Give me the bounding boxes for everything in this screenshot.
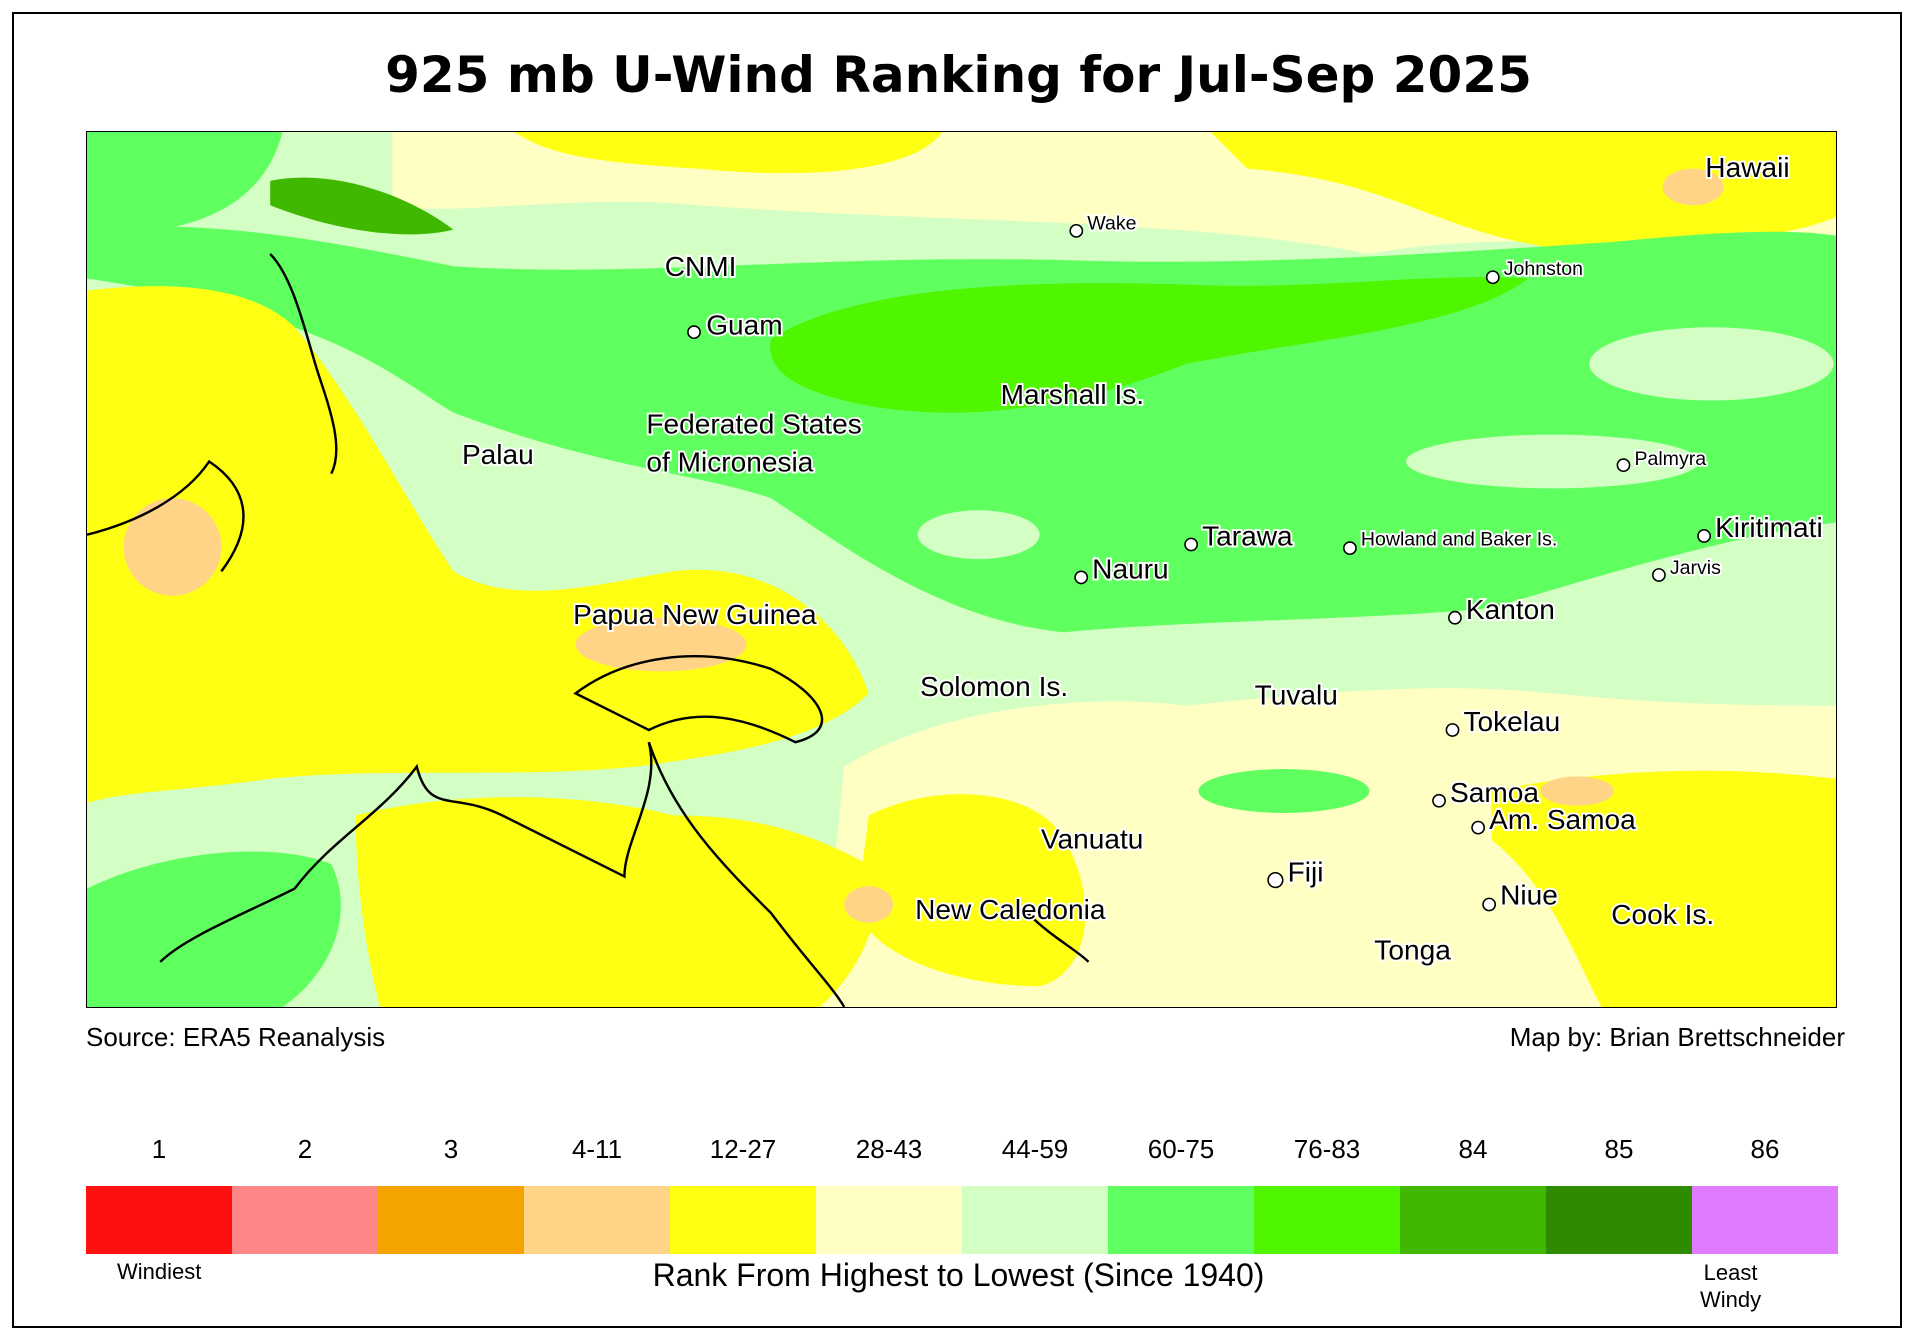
legend-swatch: 85	[1546, 1134, 1692, 1254]
region-44-59-patch	[917, 510, 1040, 560]
legend-class-label: 4-11	[571, 1134, 623, 1164]
svg-text:Kanton: Kanton	[1466, 594, 1555, 625]
svg-text:Tarawa: Tarawa	[1202, 521, 1293, 552]
legend-swatch: 60-75	[1108, 1134, 1254, 1254]
svg-text:Jarvis: Jarvis	[1670, 557, 1721, 579]
region-4-11-newcal	[844, 886, 894, 923]
coastlines	[87, 253, 1090, 1007]
svg-text:Kiritimati: Kiritimati	[1715, 512, 1823, 543]
legend-swatch: 28-43	[816, 1134, 962, 1254]
region-4-11-png	[575, 617, 747, 672]
svg-text:Palau: Palau	[462, 439, 534, 470]
svg-text:CNMI: CNMI	[665, 251, 737, 282]
region-76-83	[770, 277, 1529, 413]
region-4-11-west	[123, 498, 222, 596]
svg-text:New Caledonia: New Caledonia	[915, 894, 1106, 925]
region-44-59-patch-ne	[1589, 327, 1834, 401]
legend-class-label: 1	[151, 1134, 167, 1164]
legend-class-label: 3	[443, 1134, 459, 1164]
legend-swatch: 4-11	[524, 1134, 670, 1254]
region-12-27-newcal	[856, 794, 1086, 987]
svg-text:Samoa: Samoa	[1450, 777, 1539, 808]
svg-text:Tuvalu: Tuvalu	[1255, 679, 1338, 710]
legend-high-label-line2: Windy	[1700, 1287, 1762, 1312]
color-legend: 1 2 3 4-11 12-27 28-43 44-59 60-75 76-83 84 85 86	[86, 1134, 1838, 1254]
svg-text:Johnston: Johnston	[1504, 258, 1583, 280]
region-12-27-northeast	[1210, 132, 1836, 248]
svg-text:Hawaii: Hawaii	[1705, 152, 1789, 183]
legend-class-label: 84	[1458, 1134, 1488, 1164]
figure-frame	[12, 12, 1902, 1328]
svg-text:Cook Is.: Cook Is.	[1611, 899, 1714, 930]
svg-text:Vanuatu: Vanuatu	[1041, 823, 1144, 854]
region-12-27-north	[514, 132, 942, 174]
svg-text:Am. Samoa: Am. Samoa	[1489, 804, 1636, 835]
legend-swatch: 3	[378, 1134, 524, 1254]
svg-text:Fiji: Fiji	[1288, 856, 1324, 887]
legend-swatch: 12-27	[670, 1134, 816, 1254]
region-44-59-patch-east	[1406, 434, 1700, 489]
svg-text:Federated States: Federated States	[646, 408, 861, 439]
legend-swatch: 2	[232, 1134, 378, 1254]
region-4-11-hawaii	[1662, 168, 1724, 206]
region-12-27-south-west	[355, 797, 876, 1007]
legend-low-label: Windiest	[117, 1259, 202, 1284]
svg-text:Howland and Baker Is.: Howland and Baker Is.	[1361, 529, 1557, 551]
legend-high-label-line1: Least	[1703, 1260, 1758, 1285]
legend-class-label: 44-59	[1001, 1134, 1069, 1164]
legend-swatch: 86	[1692, 1134, 1838, 1254]
legend-title: Rank From Highest to Lowest (Since 1940)	[652, 1257, 1265, 1293]
svg-text:Tokelau: Tokelau	[1463, 706, 1560, 737]
legend-class-label: 60-75	[1147, 1134, 1215, 1164]
svg-text:Guam: Guam	[706, 310, 782, 341]
legend-swatch: 84	[1400, 1134, 1546, 1254]
ranking-map: Hawaii Wake Johnston CNMI Guam Marshall …	[86, 131, 1837, 1008]
legend-class-label: 12-27	[709, 1134, 777, 1164]
region-84-north	[270, 177, 454, 235]
svg-text:Niue: Niue	[1500, 879, 1558, 910]
region-60-75-southwest	[87, 851, 341, 1007]
svg-text:Nauru: Nauru	[1092, 554, 1168, 585]
map-labels: Hawaii Wake Johnston CNMI Guam Marshall …	[460, 150, 1824, 967]
svg-text:Marshall Is.: Marshall Is.	[1001, 379, 1145, 410]
legend-swatch: 44-59	[962, 1134, 1108, 1254]
legend-class-label: 85	[1604, 1134, 1634, 1164]
credit-note: Map by: Brian Brettschneider	[1509, 1022, 1845, 1052]
region-60-75	[87, 226, 1836, 633]
legend-class-label: 86	[1750, 1134, 1780, 1164]
svg-text:Tonga: Tonga	[1374, 934, 1451, 965]
legend-class-label: 28-43	[855, 1134, 923, 1164]
map-title: 925 mb U-Wind Ranking for Jul-Sep 2025	[385, 46, 1532, 104]
svg-text:of Micronesia: of Micronesia	[646, 446, 813, 477]
legend-swatch: 1	[86, 1134, 232, 1254]
legend-class-label: 76-83	[1293, 1134, 1361, 1164]
svg-text:Papua New Guinea: Papua New Guinea	[573, 599, 817, 630]
region-12-27-cook	[1491, 770, 1836, 1007]
svg-text:Palmyra: Palmyra	[1634, 448, 1706, 470]
legend-class-label: 2	[297, 1134, 313, 1164]
svg-text:Wake: Wake	[1087, 213, 1136, 235]
region-4-11-samoa	[1540, 776, 1614, 806]
region-60-75-west	[87, 132, 283, 242]
region-12-27-west	[87, 286, 869, 804]
svg-text:Solomon Is.: Solomon Is.	[920, 671, 1068, 702]
source-note: Source: ERA5 Reanalysis	[86, 1022, 386, 1052]
legend-swatch: 76-83	[1254, 1134, 1400, 1254]
region-60-75-fiji	[1198, 769, 1370, 813]
legend-high-label: Least Windy	[1700, 1259, 1761, 1313]
